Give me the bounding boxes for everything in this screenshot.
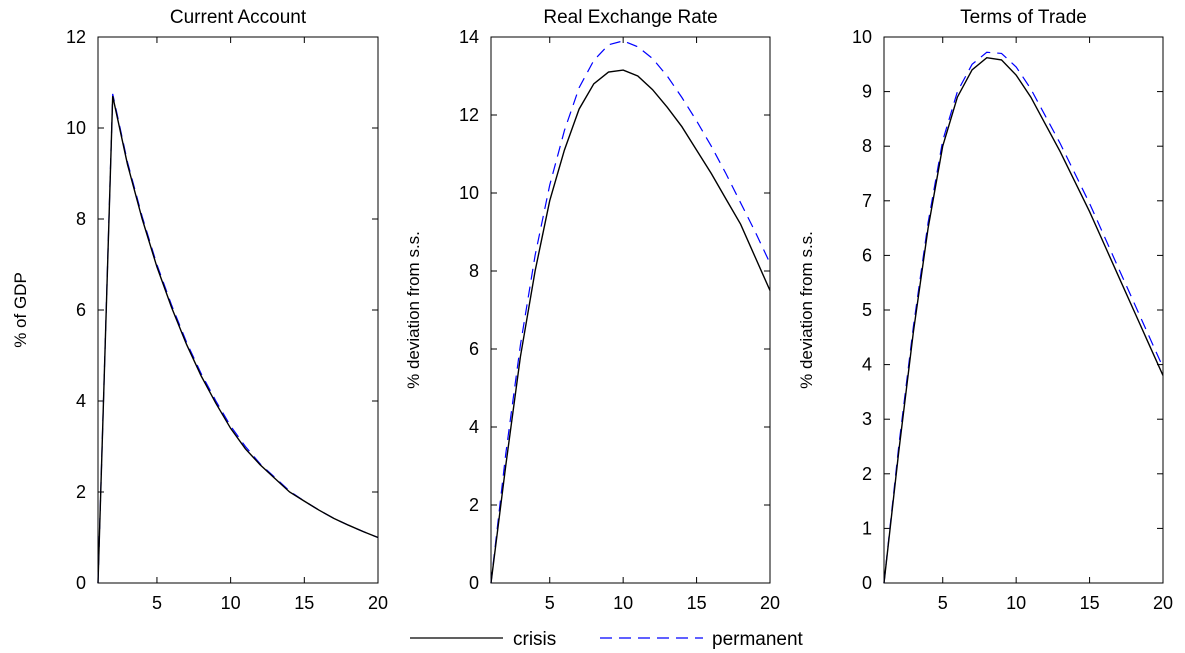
y-tick-label: 2 bbox=[469, 495, 479, 515]
x-tick-label: 10 bbox=[613, 593, 633, 613]
y-tick-label: 2 bbox=[862, 464, 872, 484]
y-tick-label: 7 bbox=[862, 191, 872, 211]
x-tick-label: 15 bbox=[294, 593, 314, 613]
series-line-permanent bbox=[883, 51, 1164, 584]
chart-title: Current Account bbox=[170, 7, 307, 28]
series-line-crisis bbox=[883, 56, 1164, 584]
y-axis-label: % deviation from s.s. bbox=[404, 231, 423, 389]
y-tick-label: 6 bbox=[862, 245, 872, 265]
chart-title: Terms of Trade bbox=[960, 7, 1087, 28]
y-tick-label: 14 bbox=[459, 27, 479, 47]
y-tick-label: 3 bbox=[862, 409, 872, 429]
y-tick-label: 10 bbox=[66, 118, 86, 138]
x-tick-label: 20 bbox=[368, 593, 388, 613]
series-line-crisis bbox=[490, 69, 771, 584]
y-tick-label: 6 bbox=[469, 339, 479, 359]
panel-2: Real Exchange Rate 0 2 4 6 8 10 12 14 5 10 15 20 % de… bbox=[404, 7, 780, 613]
y-axis-label: % of GDP bbox=[11, 272, 30, 348]
x-tick-label: 5 bbox=[152, 593, 162, 613]
chart-title: Real Exchange Rate bbox=[543, 7, 717, 28]
x-tick-label: 10 bbox=[1006, 593, 1026, 613]
x-tick-label: 15 bbox=[1080, 593, 1100, 613]
y-tick-label: 6 bbox=[76, 300, 86, 320]
x-tick-label: 15 bbox=[687, 593, 707, 613]
y-tick-label: 0 bbox=[862, 573, 872, 593]
legend: crisis permanent bbox=[410, 629, 804, 650]
axes-box bbox=[97, 36, 379, 584]
panel-1: Current Account 0 2 4 6 8 10 12 5 10 15 20 % of GDP bbox=[11, 7, 388, 613]
y-tick-label: 8 bbox=[76, 209, 86, 229]
series-line-permanent bbox=[97, 93, 379, 584]
y-tick-label: 8 bbox=[469, 261, 479, 281]
legend-permanent-label: permanent bbox=[712, 629, 804, 650]
legend-crisis-label: crisis bbox=[513, 629, 556, 650]
y-tick-label: 4 bbox=[862, 355, 872, 375]
panel-3: Terms of Trade 0 1 2 3 4 5 6 7 8 9 10 5 10 15 20 % devia… bbox=[797, 7, 1173, 613]
y-tick-label: 2 bbox=[76, 482, 86, 502]
y-tick-label: 4 bbox=[469, 417, 479, 437]
x-tick-label: 20 bbox=[760, 593, 780, 613]
y-tick-label: 8 bbox=[862, 136, 872, 156]
y-tick-label: 10 bbox=[459, 183, 479, 203]
x-tick-label: 5 bbox=[938, 593, 948, 613]
x-tick-label: 5 bbox=[545, 593, 555, 613]
axes-box bbox=[490, 36, 771, 584]
series-line-crisis bbox=[97, 96, 379, 584]
y-tick-label: 5 bbox=[862, 300, 872, 320]
y-tick-label: 12 bbox=[459, 105, 479, 125]
series-line-permanent bbox=[490, 40, 771, 584]
y-tick-label: 12 bbox=[66, 27, 86, 47]
x-tick-label: 10 bbox=[221, 593, 241, 613]
y-tick-label: 1 bbox=[862, 518, 872, 538]
axes-box bbox=[883, 36, 1164, 584]
y-tick-label: 10 bbox=[852, 27, 872, 47]
y-tick-label: 4 bbox=[76, 391, 86, 411]
y-tick-label: 0 bbox=[469, 573, 479, 593]
y-tick-label: 0 bbox=[76, 573, 86, 593]
y-axis-label: % deviation from s.s. bbox=[797, 231, 816, 389]
y-tick-label: 9 bbox=[862, 82, 872, 102]
x-tick-label: 20 bbox=[1153, 593, 1173, 613]
